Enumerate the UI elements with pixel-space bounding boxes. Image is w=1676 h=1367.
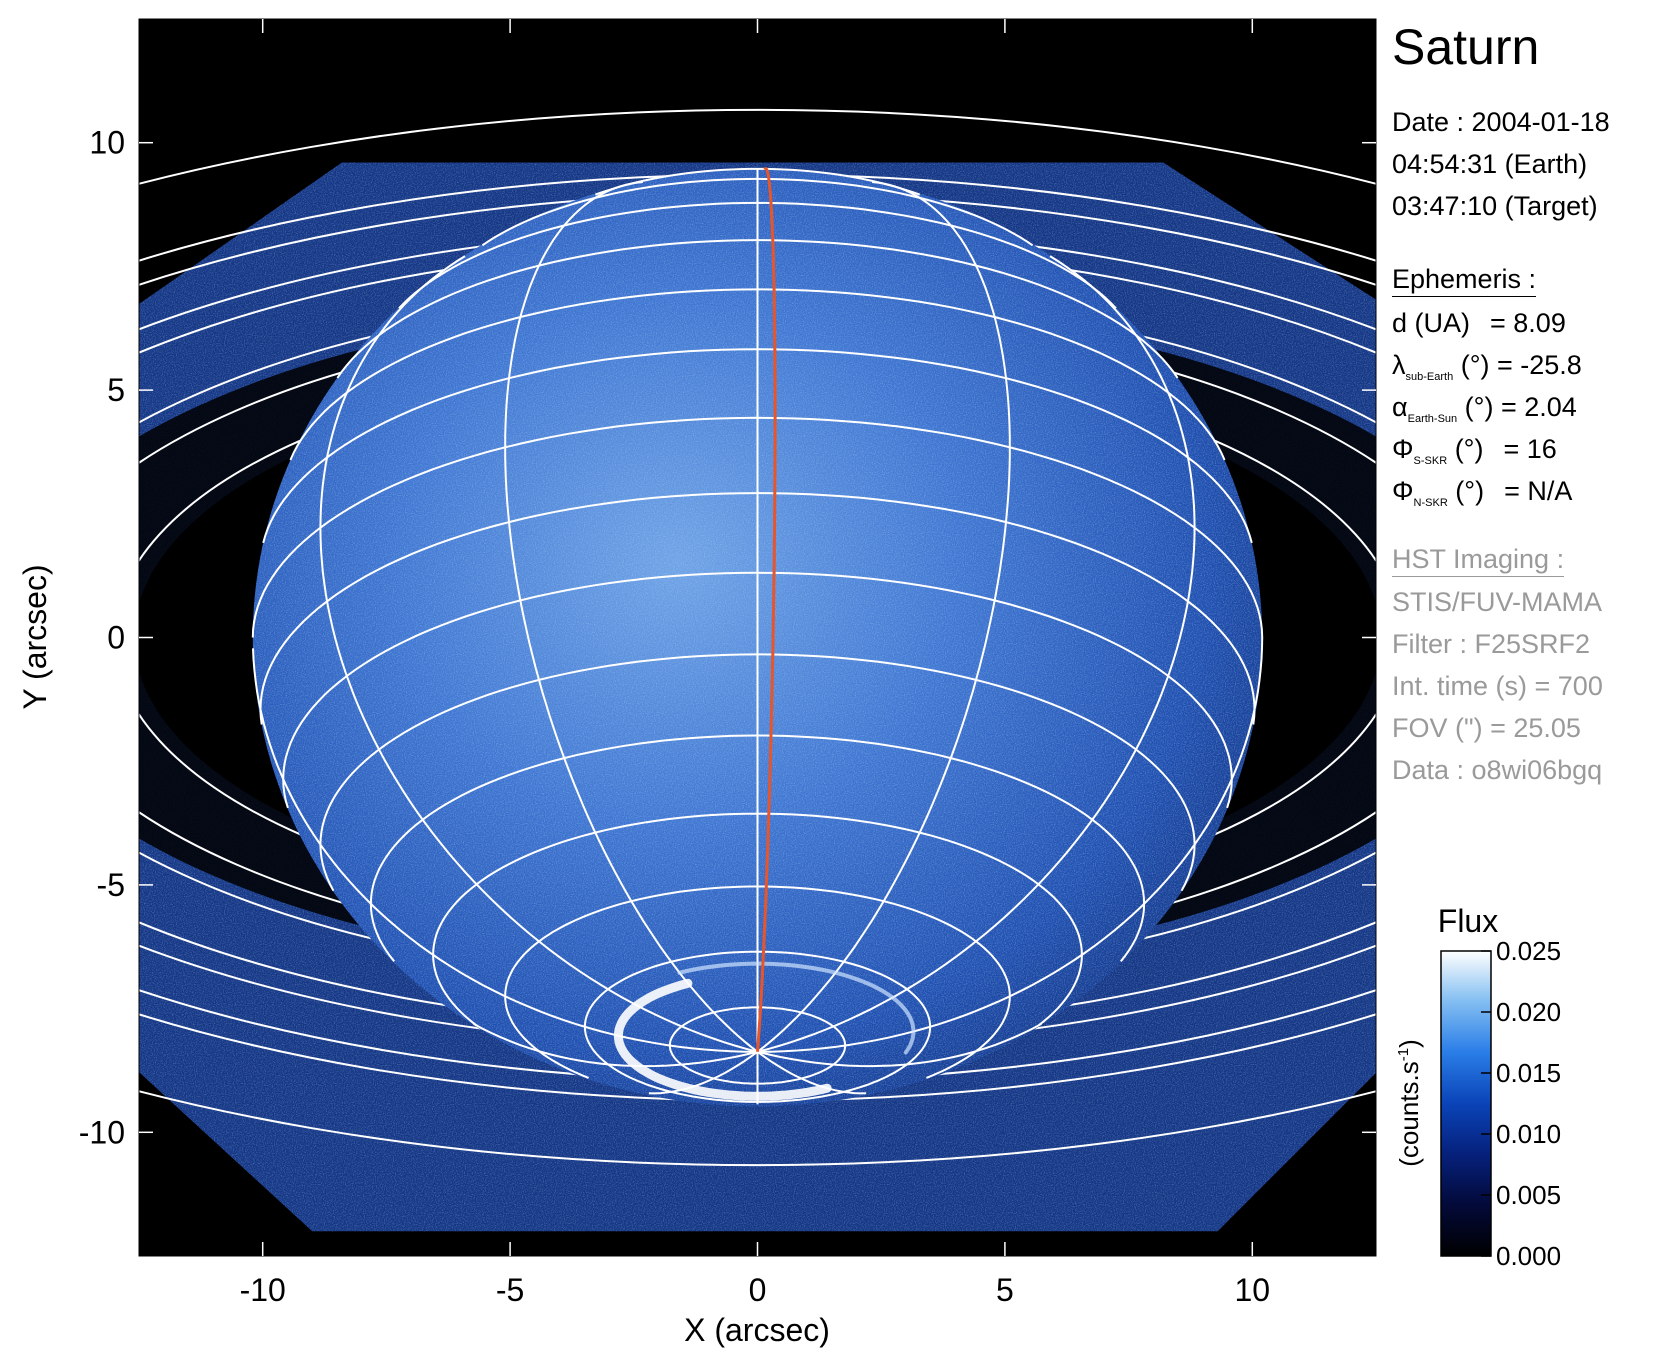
colorbar-title: Flux — [1438, 903, 1498, 939]
colorbar-tick-label: 0.025 — [1496, 936, 1561, 966]
hst-fov: FOV (") = 25.05 — [1392, 713, 1581, 743]
colorbar-unit: (counts.s-1) — [1394, 1039, 1424, 1167]
longitude-line — [756, 181, 1011, 1053]
longitude-line — [252, 648, 758, 1053]
x-axis-label: X (arcsec) — [684, 1312, 830, 1348]
colorbar-tick-label: 0.010 — [1496, 1119, 1561, 1149]
x-tick-label: -10 — [240, 1272, 286, 1308]
southern-aurora — [613, 978, 832, 1101]
hst-data-id: Data : o8wi06bgq — [1392, 755, 1603, 785]
image-panel — [139, 19, 1376, 1256]
longitude-line — [757, 255, 1196, 1053]
longitude-line — [757, 1023, 1042, 1068]
colorbar-gradient — [1440, 950, 1492, 1257]
hst-filter: Filter : F25SRF2 — [1392, 629, 1591, 659]
longitude-line — [319, 255, 758, 1053]
y-tick-label: -10 — [79, 1114, 125, 1150]
colorbar-tick-label: 0.000 — [1496, 1241, 1561, 1271]
lat-lon-grid — [251, 167, 1264, 1105]
longitude-line — [756, 1050, 867, 1095]
southern-aurora-faint — [677, 961, 916, 1055]
earth-time: 04:54:31 (Earth) — [1392, 149, 1588, 179]
hst-int-time: Int. time (s) = 700 — [1392, 671, 1603, 701]
y-tick-label: -5 — [97, 867, 125, 903]
ephemeris-heading: Ephemeris : — [1392, 258, 1537, 300]
y-tick-label: 5 — [107, 372, 125, 408]
ring-line — [139, 109, 1376, 1166]
observation-date: Date : 2004-01-18 — [1392, 107, 1610, 137]
figure-title: Saturn — [1392, 19, 1540, 75]
central-meridian — [756, 166, 777, 1052]
colorbar-tick-label: 0.020 — [1496, 997, 1561, 1027]
x-tick-label: 0 — [749, 1272, 767, 1308]
x-tick-label: 10 — [1235, 1272, 1271, 1308]
ephemeris-lambda: λsub-Earth (°) = -25.8 — [1392, 350, 1582, 383]
hst-instrument: STIS/FUV-MAMA — [1392, 587, 1603, 617]
longitude-line — [473, 1023, 758, 1068]
hst-heading: HST Imaging : — [1392, 538, 1565, 580]
longitude-line — [648, 1050, 759, 1095]
y-axis-label: Y (arcsec) — [17, 564, 53, 709]
ephemeris-distance: d (UA) = 8.09 — [1392, 308, 1566, 338]
ephemeris-phi-n: ΦN-SKR (°) = N/A — [1392, 476, 1573, 509]
longitude-line — [757, 637, 1264, 1053]
colorbar-tick-label: 0.005 — [1496, 1180, 1561, 1210]
ephemeris-phi-s: ΦS-SKR (°) = 16 — [1392, 434, 1557, 467]
colorbar-tick-label: 0.015 — [1496, 1058, 1561, 1088]
x-axis-ticks: -10 -5 0 5 10 — [240, 19, 1271, 1308]
x-tick-label: 5 — [996, 1272, 1014, 1308]
ephemeris-alpha: αEarth-Sun (°) = 2.04 — [1392, 392, 1577, 425]
target-time: 03:47:10 (Target) — [1392, 191, 1598, 221]
y-axis-ticks: -10 -5 0 5 10 — [79, 125, 1376, 1150]
longitude-line — [504, 181, 759, 1053]
x-tick-label: -5 — [496, 1272, 524, 1308]
colorbar-ticks: 0.000 0.005 0.010 0.015 0.020 0.025 — [1481, 936, 1561, 1271]
y-tick-label: 0 — [107, 620, 125, 656]
y-tick-label: 10 — [89, 125, 125, 161]
colorbar: Flux 0.000 0.005 0.010 0.015 0.020 0.025 (cou… — [1394, 903, 1561, 1271]
